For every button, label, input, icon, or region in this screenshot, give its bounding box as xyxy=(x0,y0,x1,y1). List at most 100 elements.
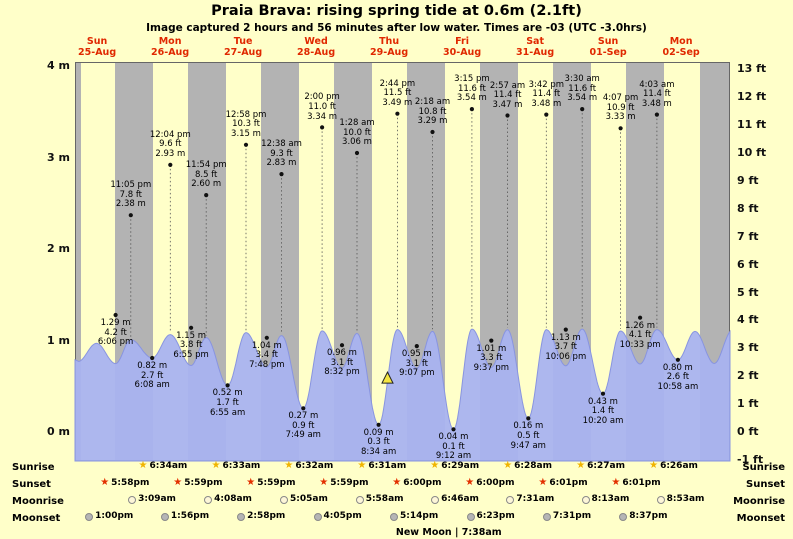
sunset-time: 5:59pm xyxy=(184,477,223,488)
sunset-row-label: Sunset xyxy=(12,479,51,490)
tide-label-line: 1.01 m xyxy=(476,343,507,354)
sunset-icon: ★ xyxy=(392,477,402,488)
tide-label-line: 2.6 ft xyxy=(666,372,690,383)
low-tide-label: 1.29 m 4.2 ft 6:06 pm xyxy=(88,318,144,348)
y-axis-label-m: 1 m xyxy=(47,333,70,347)
tide-label-line: 10:20 am xyxy=(582,415,624,426)
tide-label-line: 3.34 m xyxy=(307,111,338,122)
tide-label-line: 3.1 ft xyxy=(405,358,428,369)
tide-label-line: 11.4 ft xyxy=(493,90,522,101)
day-header: Tue 27-Aug xyxy=(211,36,275,59)
tide-label-line: 3.1 ft xyxy=(330,357,354,368)
sunset-time: 6:00pm xyxy=(403,477,442,488)
sunrise-icon: ★ xyxy=(430,460,440,471)
y-axis-label-ft: 13 ft xyxy=(737,62,767,76)
sunset-entry: ★ 5:59pm xyxy=(173,478,222,488)
night-band xyxy=(115,63,154,460)
tide-label-line: 4.1 ft xyxy=(628,330,652,341)
day-name: Mon xyxy=(669,36,693,47)
tide-label-line: 3.29 m xyxy=(417,116,448,127)
y-axis-label-ft: 10 ft xyxy=(737,146,767,160)
tide-label-line: 1.29 m xyxy=(100,318,131,328)
tide-label-line: 0.96 m xyxy=(327,348,357,359)
tide-label-line: 10.8 ft xyxy=(418,106,447,117)
tide-label-line: 1.15 m xyxy=(176,330,207,341)
tide-label-line: 0.27 m xyxy=(288,411,319,422)
sunset-time: 5:59pm xyxy=(330,477,369,488)
tide-label-line: 2.93 m xyxy=(155,149,186,160)
tide-label-line: 12:38 am xyxy=(261,139,302,150)
day-header: Thu 29-Aug xyxy=(357,36,421,59)
sunrise-entry: ★ 6:29am xyxy=(430,461,479,471)
day-date: 01-Sep xyxy=(589,47,627,59)
tide-label-line: 11.6 ft xyxy=(457,83,486,94)
moonrise-icon xyxy=(280,495,288,504)
night-band xyxy=(699,63,729,460)
tide-label-line: 7.8 ft xyxy=(119,189,142,200)
sunrise-entry: ★ 6:31am xyxy=(357,461,406,471)
tide-label-line: 0.5 ft xyxy=(517,430,540,441)
tide-label-line: 10.3 ft xyxy=(232,119,260,130)
low-tide-label: 0.04 m 0.1 ft 9:12 am xyxy=(426,433,482,462)
sunrise-entry: ★ 6:32am xyxy=(284,461,333,471)
moonset-time: 1:00pm xyxy=(95,511,134,521)
tide-label-line: 0.52 m xyxy=(212,388,243,399)
tide-label-line: 3.54 m xyxy=(456,93,487,104)
low-tide-label: 0.27 m 0.9 ft 7:49 am xyxy=(275,412,331,441)
high-tide-label: 2:18 am 10.8 ft 3.29 m xyxy=(405,97,461,127)
sunset-icon: ★ xyxy=(538,477,548,488)
moonset-icon xyxy=(85,512,94,521)
tide-label-line: 8.5 ft xyxy=(194,169,218,180)
tide-label-line: 12:04 pm xyxy=(149,129,191,140)
moonrise-row-label: Moonrise xyxy=(12,496,64,507)
tide-label-line: 6:08 am xyxy=(134,380,170,391)
day-name: Thu xyxy=(379,36,400,47)
sunset-icon: ★ xyxy=(246,477,256,488)
tide-label-line: 3.48 m xyxy=(641,98,672,109)
moonset-row-label: Moonset xyxy=(12,513,61,524)
moonrise-entry: 8:53am xyxy=(656,494,705,504)
low-tide-label: 0.80 m 2.6 ft 10:58 am xyxy=(650,363,706,393)
sunset-icon: ★ xyxy=(100,477,110,488)
day-header: Sat 31-Aug xyxy=(503,36,567,59)
moonrise-icon xyxy=(581,495,590,504)
y-axis-label-ft: 11 ft xyxy=(737,118,767,132)
sunset-entry: ★ 6:01pm xyxy=(538,478,587,488)
sunset-entry: ★ 6:00pm xyxy=(465,478,514,488)
moonrise-icon xyxy=(431,495,440,504)
sunset-time: 5:58pm xyxy=(111,477,150,488)
high-tide-label: 4:03 am 11.4 ft 3.48 m xyxy=(629,80,685,110)
sunrise-icon: ★ xyxy=(649,460,659,471)
moonrise-time: 5:05am xyxy=(290,494,328,504)
tide-label-line: 0.9 ft xyxy=(292,420,315,431)
tide-label-line: 6:55 am xyxy=(209,407,246,418)
high-tide-label: 2:44 pm 11.5 ft 3.49 m xyxy=(369,79,425,109)
low-tide-label: 1.04 m 3.4 ft 7:48 pm xyxy=(239,341,295,371)
moonrise-time: 7:31am xyxy=(516,494,555,504)
tide-label-line: 9.6 ft xyxy=(159,139,182,150)
moonset-entry: 2:58pm xyxy=(237,512,285,521)
sunrise-row-label-right: Sunrise xyxy=(742,462,785,473)
sunrise-time: 6:31am xyxy=(368,460,407,471)
moonrise-time: 8:53am xyxy=(666,494,705,504)
tide-label-line: 12:58 pm xyxy=(225,109,267,120)
sunrise-icon: ★ xyxy=(576,460,586,471)
y-axis-label-ft: 2 ft xyxy=(737,369,759,383)
day-header: Fri 30-Aug xyxy=(430,36,494,59)
tide-label-line: 0.82 m xyxy=(137,361,168,371)
high-tide-label: 12:58 pm 10.3 ft 3.15 m xyxy=(218,109,274,140)
day-date: 27-Aug xyxy=(224,47,263,59)
moonset-time: 4:05pm xyxy=(323,511,362,521)
tide-label-line: 8:32 pm xyxy=(324,367,360,378)
sunset-time: 6:01pm xyxy=(622,477,661,488)
tide-label-line: 0.43 m xyxy=(588,396,618,407)
day-header: Mon 02-Sep xyxy=(649,36,713,59)
sunrise-entry: ★ 6:34am xyxy=(139,461,188,471)
tide-label-line: 3.48 m xyxy=(531,98,562,109)
high-tide-label: 3:30 am 11.6 ft 3.54 m xyxy=(554,74,610,104)
tide-label-line: 2.83 m xyxy=(266,158,297,169)
low-tide-label: 0.16 m 0.5 ft 9:47 am xyxy=(500,422,556,451)
day-name: Mon xyxy=(158,36,182,47)
y-axis-label-ft: 3 ft xyxy=(737,341,759,355)
